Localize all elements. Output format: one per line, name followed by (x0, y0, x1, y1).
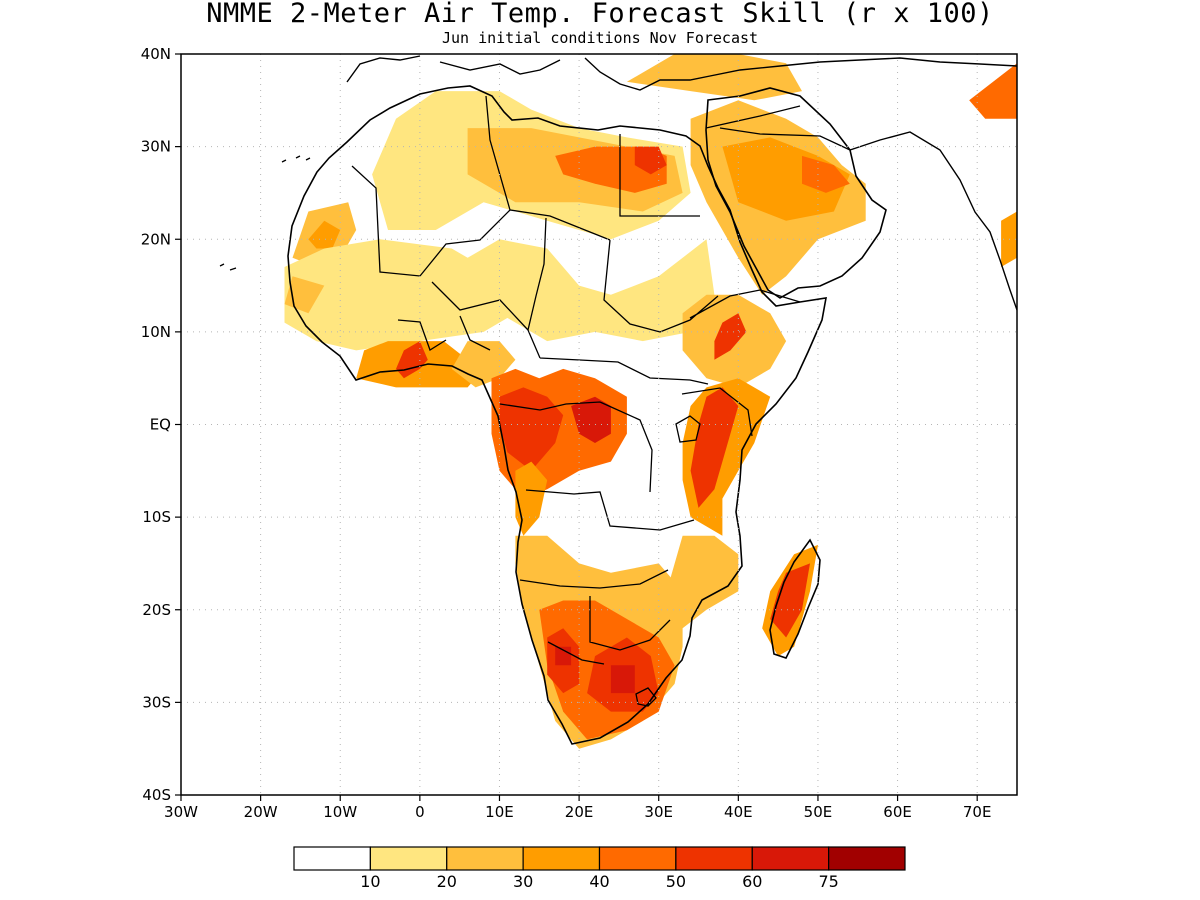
colorbar-swatch (675, 846, 753, 871)
africa-coastline (287, 85, 827, 745)
y-tick-label: 40N (141, 45, 171, 63)
x-tick-label: 20W (244, 803, 278, 821)
skill-patch-ghana-togo (396, 341, 428, 379)
y-tick-label: 40S (142, 786, 171, 804)
y-tick-label: 30S (142, 693, 171, 711)
colorbar-label: 60 (742, 872, 762, 891)
arabia-coastline (705, 87, 887, 299)
colorbar-label: 40 (589, 872, 609, 891)
europe-coast (346, 55, 1017, 91)
skill-patch-gulf-hot (802, 155, 850, 193)
x-tick-label: 70E (963, 803, 992, 821)
x-tick-label: 20E (565, 803, 594, 821)
skill-patch-arabia-core (722, 137, 850, 221)
x-tick-label: 10E (485, 803, 514, 821)
y-tick-label: EQ (150, 416, 171, 434)
madagascar-coastline (769, 538, 821, 659)
skill-patch-sa-peak (610, 665, 635, 694)
colorbar-swatch (522, 846, 601, 871)
skill-patch-kenya-core (690, 387, 739, 508)
skill-patch-drc-core (571, 396, 611, 443)
colorbar-swatch (828, 846, 906, 871)
colorbar-swatch (751, 846, 830, 871)
skill-patch-mozambique (666, 535, 739, 629)
x-tick-label: 40E (724, 803, 753, 821)
colorbar-label: 20 (437, 872, 457, 891)
iran-pakistan-coast (849, 131, 1017, 311)
x-tick-label: 10W (323, 803, 357, 821)
axis-ticks: 30W 20W 10W 0 10E 20E 30E 40E 50E 60E 70E 40N 30N 20N… (141, 45, 992, 821)
x-tick-label: 50E (804, 803, 833, 821)
graticule (181, 54, 1017, 795)
colorbar-label: 10 (360, 872, 380, 891)
colorbar-swatch (369, 846, 448, 871)
x-tick-label: 60E (883, 803, 912, 821)
colorbar-swatch (446, 846, 524, 871)
colorbar-label: 75 (818, 872, 838, 891)
map-title: NMME 2-Meter Air Temp. Forecast Skill (r… (206, 0, 994, 29)
lake-victoria (675, 415, 701, 443)
border-lines (351, 95, 851, 665)
skill-patches (284, 54, 1017, 749)
y-tick-label: 10S (142, 508, 171, 526)
skill-patch-mauritania-core (308, 220, 341, 249)
skill-patch-turkey-iran (626, 54, 802, 101)
y-tick-label: 20S (142, 601, 171, 619)
colorbar-label: 30 (513, 872, 533, 891)
y-tick-label: 30N (141, 138, 171, 156)
y-tick-label: 10N (141, 323, 171, 341)
colorbar: 10 20 30 40 50 60 75 (293, 846, 906, 891)
skill-patch-madagascar-core (770, 563, 810, 638)
canary-islands (219, 155, 311, 271)
y-tick-label: 20N (141, 230, 171, 248)
colorbar-swatch (598, 846, 677, 871)
x-tick-label: 0 (415, 803, 425, 821)
skill-patch-central-asia (969, 63, 1017, 119)
country-outlines (219, 55, 1017, 745)
colorbar-swatch (293, 846, 371, 871)
map-subtitle: Jun initial conditions Nov Forecast (441, 29, 759, 47)
x-tick-label: 30E (644, 803, 673, 821)
skill-patch-egypt-hot (634, 146, 667, 175)
skill-patch-chad-sudan-sahel (451, 239, 715, 342)
colorbar-label: 50 (666, 872, 686, 891)
x-tick-label: 30W (164, 803, 198, 821)
